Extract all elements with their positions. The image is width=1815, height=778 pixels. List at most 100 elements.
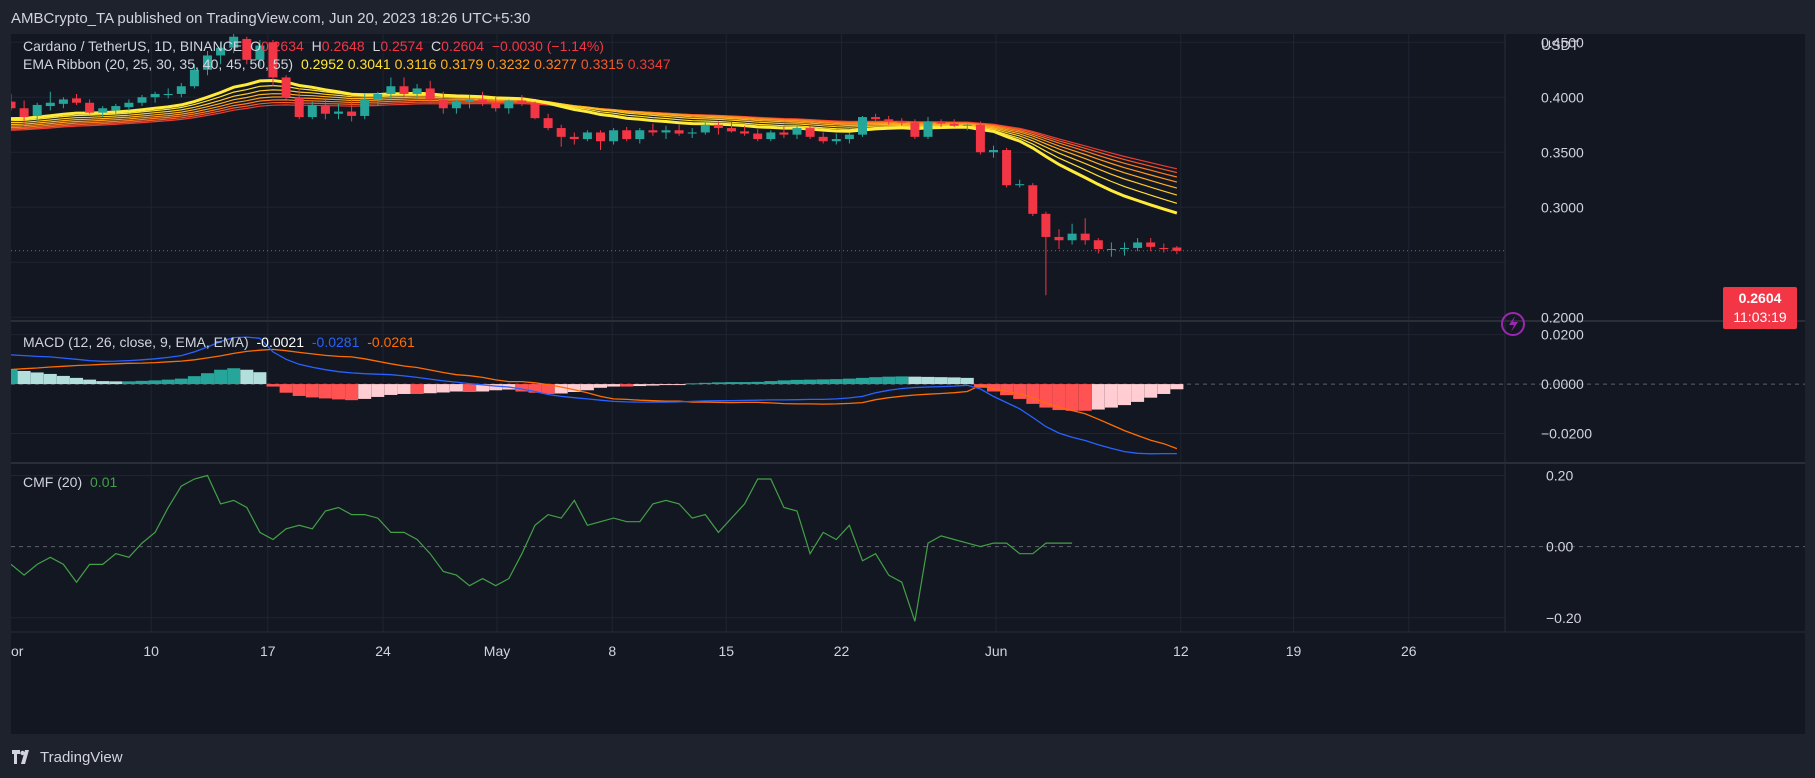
macd-histogram-bar [17,370,31,385]
macd-histogram-bar [1157,384,1171,394]
ema-value-3: 0.3179 [440,56,484,72]
candle-body [1159,247,1169,250]
ema-20-line [11,78,1178,215]
candle-body [858,117,867,135]
macd-histogram-bar [869,377,883,385]
macd-line-value: -0.0281 [311,334,360,350]
candle-body [975,124,985,153]
macd-histogram-bar [148,380,162,385]
macd-histogram-bar [489,384,503,391]
lightning-bolt-icon [1509,316,1518,332]
macd-histogram-bar [397,384,411,394]
candle-body [72,98,81,103]
close-label: C [431,38,442,54]
candle-body [1120,247,1129,250]
price-axis-currency: USDT [1541,37,1580,53]
candle-body [150,93,160,98]
ema-30-line [11,89,1178,196]
macd-histogram-bar [856,377,869,385]
macd-histogram-bar [685,383,699,385]
macd-histogram-bar [790,379,804,385]
macd-histogram-bar [187,376,201,385]
macd-histogram-bar [816,379,830,385]
macd-histogram-bar [764,381,778,385]
macd-histogram-bar [161,379,175,385]
open-label: O [250,38,261,54]
macd-histogram-bar [829,379,843,385]
macd-histogram-bar [738,382,752,385]
macd-histogram-bar [1065,384,1079,411]
candle-body [85,102,95,113]
macd-histogram-bar [620,384,634,387]
candle-body [1146,242,1156,247]
macd-histogram-bar [11,369,18,385]
macd-histogram-bar [659,384,673,386]
macd-histogram-bar [30,372,44,385]
ema-value-2: 0.3116 [394,56,437,72]
ema-label: EMA Ribbon (20, 25, 30, 35, 40, 45, 50, … [23,56,294,72]
candle-body [242,38,252,60]
low-value: 0.2574 [380,38,424,54]
footer[interactable]: TradingView [12,746,123,768]
macd-histogram-bar [607,384,621,387]
macd-histogram-bar [449,384,463,392]
candle-body [884,119,894,122]
time-tick-label: 8 [608,643,616,659]
candle-body [334,111,343,114]
macd-histogram-bar [1091,384,1105,410]
price-tick-label: 0.3000 [1541,199,1584,215]
candle-body [949,123,959,126]
candle-body [438,99,448,109]
candle-body [962,124,972,126]
macd-histogram-bar [1104,384,1118,408]
macd-signal-value: -0.0261 [367,334,415,350]
cmf-value: 0.01 [90,474,118,490]
candle-body [307,104,317,118]
candle-body [268,42,278,78]
candle-body [19,108,29,118]
last-price-tag: 0.2604 11:03:19 [1723,287,1797,329]
macd-histogram-bar [358,384,372,399]
candle-body [1093,240,1103,250]
candle-body [465,99,474,102]
macd-histogram-bar [305,384,319,398]
macd-histogram-bar [135,380,149,385]
high-label: H [311,38,322,54]
macd-histogram-bar [777,380,791,385]
candle-body [766,132,776,140]
ema-value-6: 0.3315 [580,56,624,72]
macd-legend: MACD (12, 26, close, 9, EMA, EMA) -0.002… [23,334,419,350]
macd-histogram-bar [594,384,607,388]
candle-body [1106,249,1116,251]
candle-body [923,121,933,137]
macd-histogram-bar [384,384,398,395]
macd-histogram-bar [1118,384,1131,406]
ema-value-0: 0.2952 [300,56,344,72]
macd-histogram-bar [345,384,359,401]
candle-body [661,130,671,133]
macd-hist-value: -0.0021 [256,334,304,350]
macd-signal-line [11,348,1178,450]
cmf-tick-label: 0.00 [1546,539,1573,555]
chart-area[interactable]: USDT 0.4500 0.4000 0.3500 0.3000 0.2000 0.0200… [11,34,1805,734]
macd-histogram-bar [580,384,594,391]
candle-body [163,93,173,96]
candle-body [478,99,488,103]
time-tick-label: 26 [1401,643,1417,659]
candle-body [111,106,121,111]
candle-body [255,45,265,60]
macd-histogram-bar [987,384,1000,392]
candle-body [1002,150,1012,186]
macd-histogram-bar [1052,384,1066,411]
candle-body [648,130,658,133]
macd-histogram-bar [672,384,686,386]
candle-body [425,88,435,100]
candle-body [189,69,199,87]
candle-body [582,132,592,140]
macd-histogram-bar [947,377,961,385]
time-tick-label: 17 [260,643,276,659]
macd-histogram-bar [1078,384,1092,411]
macd-histogram-bar [240,369,254,385]
candle-body [792,128,802,135]
